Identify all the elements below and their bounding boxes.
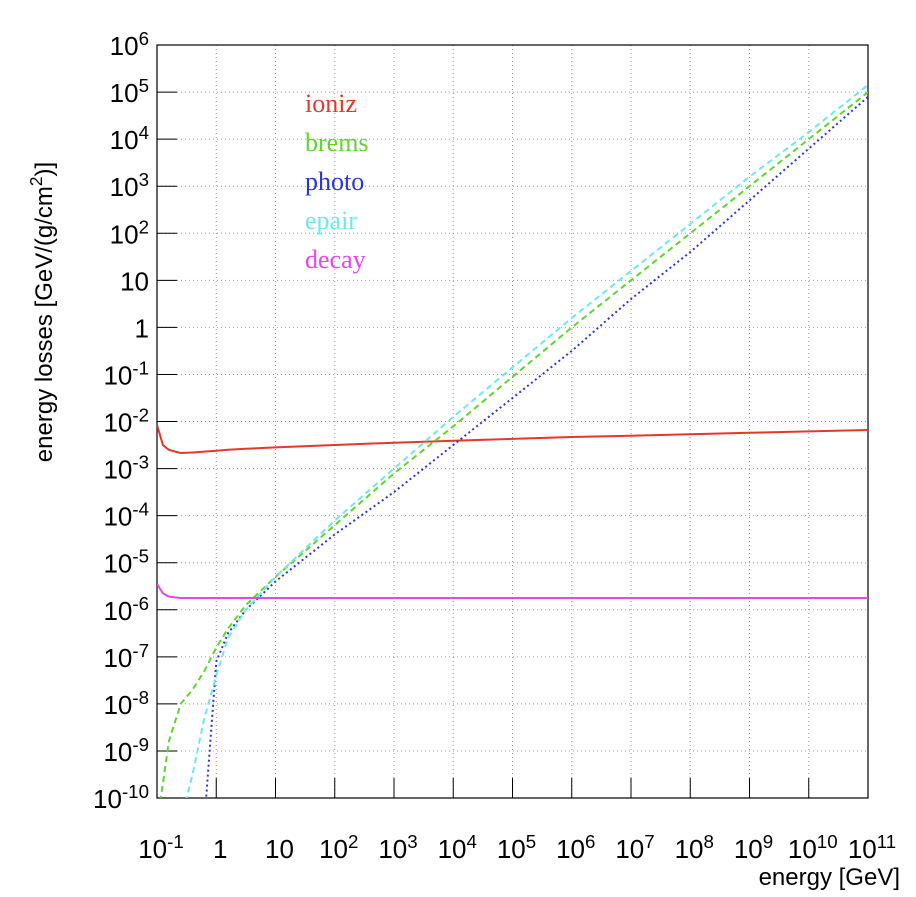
x-tick-label: 10 bbox=[265, 834, 294, 864]
y-tick-label: 10-7 bbox=[103, 639, 149, 673]
y-axis-title: energy losses [GeV/(g/cm2)] bbox=[26, 162, 58, 462]
legend-label: epair bbox=[305, 206, 357, 235]
series-line bbox=[185, 84, 868, 798]
series-line bbox=[157, 424, 868, 455]
y-tick-label: 1 bbox=[135, 313, 149, 343]
series-line bbox=[159, 91, 868, 798]
plot-frame bbox=[156, 44, 869, 799]
y-tick-label: 10 bbox=[120, 266, 149, 296]
legend-label: decay bbox=[305, 245, 366, 274]
x-tick-label: 1 bbox=[213, 834, 227, 864]
y-tick-label: 10-2 bbox=[103, 404, 149, 438]
legend-label: ioniz bbox=[305, 89, 357, 118]
x-tick-label: 10-1 bbox=[138, 831, 184, 865]
series-line bbox=[157, 583, 868, 599]
series-line bbox=[205, 96, 868, 798]
legend-label: photo bbox=[305, 167, 364, 196]
legend-label: brems bbox=[305, 128, 369, 157]
y-tick-label: 10-4 bbox=[103, 498, 149, 532]
plot-area bbox=[157, 84, 868, 798]
x-tick-label: 1010 bbox=[788, 831, 838, 865]
x-axis-title: energy [GeV] bbox=[759, 864, 900, 891]
